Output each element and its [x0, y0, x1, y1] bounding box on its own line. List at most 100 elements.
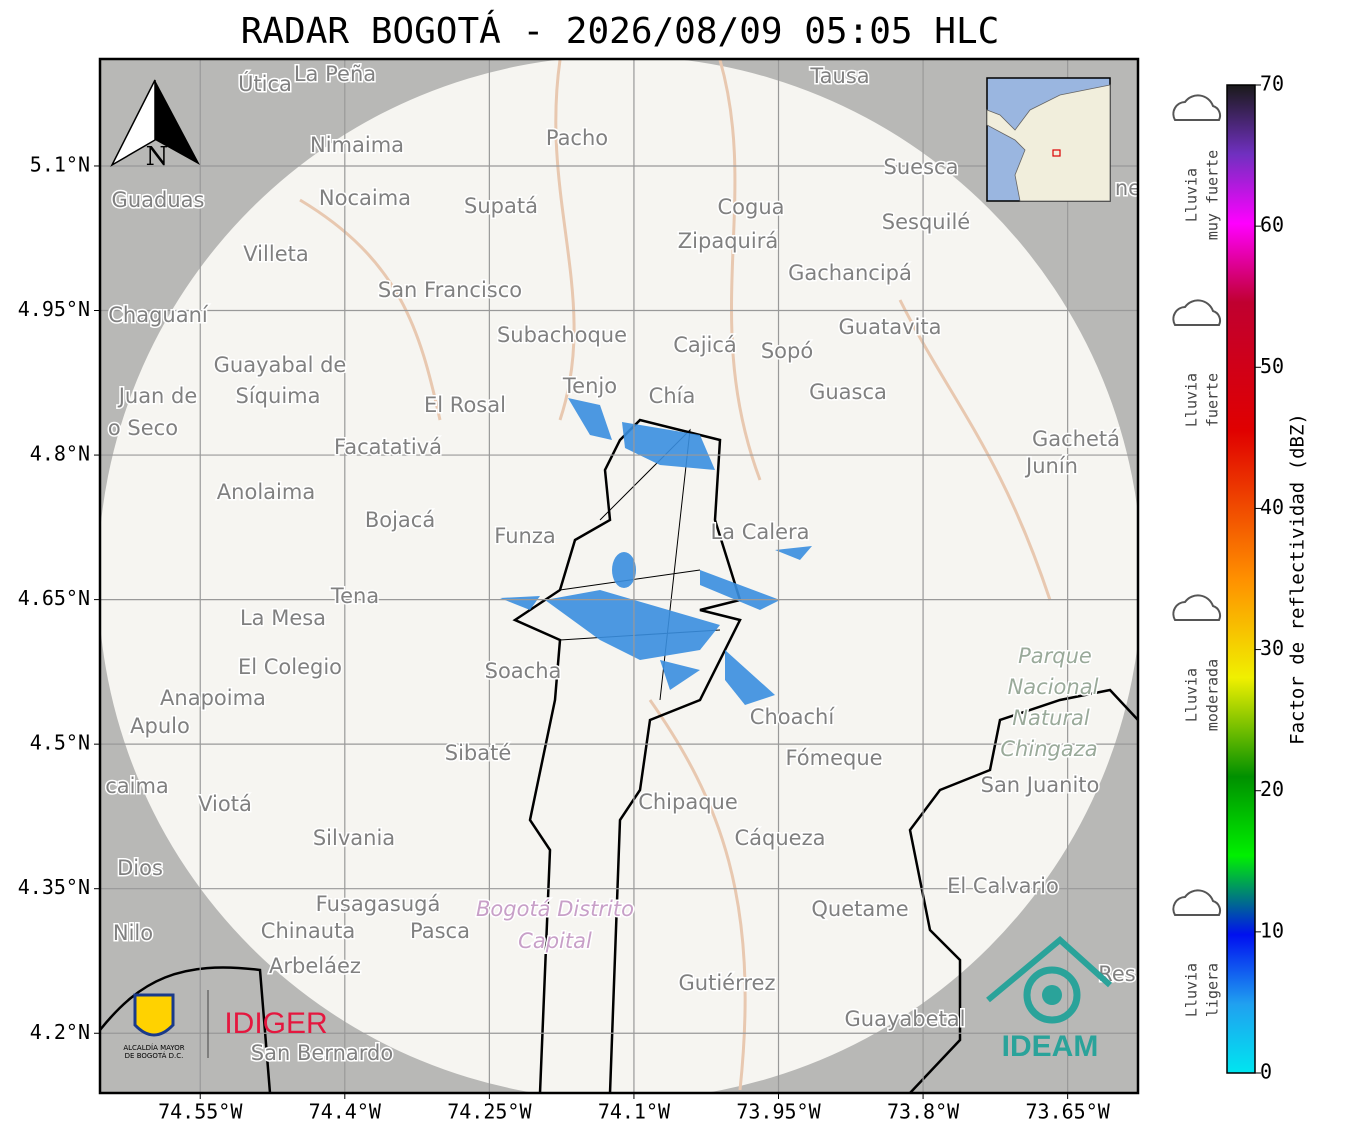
- place-label: San Juanito: [981, 773, 1100, 797]
- place-label: Útica: [238, 71, 292, 96]
- grid: [100, 59, 1138, 1093]
- x-tick-label: 74.55°W: [158, 1100, 243, 1124]
- place-label: Tenjo: [562, 374, 617, 398]
- ideam-text: IDEAM: [1002, 1030, 1099, 1063]
- cloud-icon: [1172, 299, 1222, 326]
- colorbar-tick-label: 70: [1260, 72, 1284, 96]
- place-label: Funza: [494, 524, 555, 548]
- axes: 74.55°W 74.4°W 74.25°W 74.1°W 73.95°W 73.8°W 7…: [18, 152, 1111, 1123]
- place-label: Juan de: [117, 384, 198, 408]
- place-label: Chinauta: [261, 919, 355, 943]
- north-label: N: [146, 142, 169, 172]
- rain-level-label: Lluvia: [1183, 373, 1201, 427]
- place-label: Quetame: [811, 897, 908, 921]
- place-label: La Peña: [294, 62, 376, 86]
- place-label: Zipaquirá: [678, 229, 778, 253]
- y-tick-label: 4.95°N: [18, 297, 90, 321]
- idiger-logo: IDIGER: [224, 1007, 327, 1040]
- place-label: Facatativá: [334, 435, 442, 459]
- place-label: El Rosal: [424, 393, 506, 417]
- place-label: Fómeque: [785, 746, 882, 770]
- colorbar-label: Factor de reflectividad (dBZ): [1287, 413, 1309, 745]
- y-tick-label: 4.5°N: [30, 731, 90, 755]
- place-label: Fusagasugá: [316, 892, 441, 916]
- place-label: Silvania: [313, 826, 395, 850]
- radar-echoes: [500, 398, 812, 705]
- rain-level-label: ligera: [1204, 963, 1222, 1017]
- place-label: Nocaima: [319, 186, 411, 210]
- place-label: Guaduas: [112, 188, 205, 212]
- colorbar-axis: 0 10 20 30 40 50 60 70: [1255, 72, 1284, 1084]
- colorbar-tick-label: 10: [1260, 918, 1284, 942]
- place-label: Nimaima: [310, 133, 404, 157]
- map: Útica La Peña Tausa Pacho Nimaima Guaduas Noca…: [100, 59, 1138, 1093]
- place-labels: Útica La Peña Tausa Pacho Nimaima Guaduas Noca…: [104, 61, 1138, 1067]
- colorbar-tick-label: 50: [1260, 354, 1284, 378]
- alcaldia-text: ALCALDÍA MAYOR: [123, 1043, 184, 1052]
- map-frame: [98, 57, 1140, 1095]
- ideam-logo: IDEAM: [986, 936, 1113, 1063]
- place-label: o Seco: [108, 416, 178, 440]
- place-label: Arbeláez: [269, 954, 361, 978]
- place-label: Guayabal de: [214, 353, 347, 377]
- place-label: Viotá: [198, 792, 252, 816]
- place-label: Pasca: [410, 919, 470, 943]
- place-label: Supatá: [464, 194, 538, 218]
- place-label: Gachancipá: [788, 261, 912, 285]
- place-label: San Francisco: [378, 278, 522, 302]
- place-label: Anapoima: [160, 686, 266, 710]
- rain-level-label: Lluvia: [1183, 668, 1201, 722]
- place-label: Apulo: [130, 714, 190, 738]
- place-label: Guasca: [809, 380, 887, 404]
- cloud-icon: [1172, 94, 1222, 121]
- colorbar: [1226, 84, 1256, 1074]
- place-label: Cáqueza: [735, 826, 826, 850]
- place-label: Pacho: [546, 126, 608, 150]
- place-label: Anolaima: [217, 480, 315, 504]
- place-label: Bojacá: [365, 508, 435, 532]
- place-label: Tausa: [809, 64, 869, 88]
- place-label: Dios: [117, 856, 163, 880]
- rain-level-label: Lluvia: [1183, 168, 1201, 222]
- y-tick-label: 5.1°N: [30, 152, 90, 176]
- place-label: Choachí: [750, 705, 836, 729]
- place-label: Chaguaní: [108, 303, 209, 327]
- place-label: Tena: [330, 584, 379, 608]
- place-label: Cogua: [717, 195, 784, 219]
- park-label: Nacional: [1008, 675, 1099, 699]
- place-label: Sibaté: [445, 741, 512, 765]
- roads: [299, 59, 1052, 1091]
- place-label: El Colegio: [238, 655, 342, 679]
- place-label: La Mesa: [240, 606, 326, 630]
- park-label: Natural: [1012, 706, 1090, 730]
- rain-level-label: fuerte: [1204, 373, 1222, 427]
- colorbar-tick-label: 30: [1260, 636, 1284, 660]
- rain-level-label: muy fuerte: [1204, 150, 1222, 240]
- place-label: Gutiérrez: [679, 971, 776, 995]
- place-label: Chipaque: [638, 790, 738, 814]
- colorbar-tick-label: 0: [1260, 1060, 1272, 1084]
- colorbar-tick-label: 40: [1260, 495, 1284, 519]
- cloud-icon: [1172, 594, 1222, 621]
- place-label: Sopó: [761, 339, 813, 363]
- y-tick-label: 4.2°N: [30, 1020, 90, 1044]
- place-label: Gachetá: [1032, 427, 1120, 451]
- x-tick-label: 74.4°W: [309, 1100, 382, 1124]
- x-tick-label: 74.25°W: [447, 1100, 532, 1124]
- x-tick-label: 73.8°W: [887, 1100, 960, 1124]
- colorbar-tick-label: 60: [1260, 213, 1284, 237]
- place-label: Sesquilé: [882, 210, 970, 234]
- place-label: Nilo: [113, 921, 153, 945]
- rain-level-label: Lluvia: [1183, 963, 1201, 1017]
- place-label: Chía: [649, 384, 696, 408]
- place-label: Subachoque: [497, 323, 627, 347]
- cloud-icon: [1172, 889, 1222, 916]
- y-tick-label: 4.35°N: [18, 875, 90, 899]
- north-arrow: N: [110, 79, 200, 172]
- y-tick-label: 4.8°N: [30, 442, 90, 466]
- alcaldia-logo: ALCALDÍA MAYOR DE BOGOTÁ D.C.: [123, 990, 209, 1060]
- y-tick-label: 4.65°N: [18, 586, 90, 610]
- park-label: Chingaza: [1000, 737, 1097, 761]
- place-label: Cajicá: [673, 333, 737, 357]
